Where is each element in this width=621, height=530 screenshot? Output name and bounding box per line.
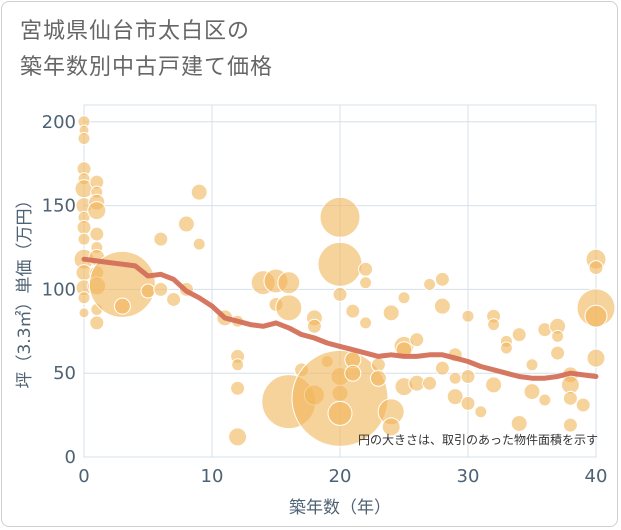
bubble-point: [77, 132, 91, 146]
bubble-point: [397, 291, 411, 305]
bubble-series: [73, 115, 616, 447]
bubble-point: [192, 237, 206, 251]
bubble-point: [228, 427, 248, 447]
bubble-point: [345, 303, 361, 319]
x-axis-label: 築年数（年）: [289, 498, 391, 518]
bubble-point: [422, 375, 438, 391]
bubble-point: [87, 201, 107, 221]
axis-ticks: 0 10 20 30 40 0 50 100 150 200: [42, 112, 608, 487]
bubble-point: [538, 393, 552, 407]
bubble-point: [369, 369, 387, 387]
trend-line-group: [81, 256, 599, 381]
bubble-point: [306, 318, 322, 334]
bubble-point: [76, 219, 92, 235]
bubble-point: [409, 332, 425, 348]
bubble-point: [332, 286, 348, 302]
bubble-point: [433, 297, 451, 315]
bubble-point: [551, 329, 565, 343]
bubble-point: [448, 371, 462, 385]
bubble-point: [190, 183, 208, 201]
average-trend-line: [81, 256, 599, 381]
x-tick-label: 0: [78, 466, 89, 487]
bubble-point: [511, 327, 527, 343]
bubble-point: [89, 226, 105, 242]
chart-title-line-1: 宮城県仙台市太白区の: [20, 19, 251, 44]
bubble-point: [359, 276, 373, 290]
bubble-point: [319, 196, 361, 238]
bubble-point: [370, 357, 386, 373]
bubble-point: [434, 271, 450, 287]
bubble-point: [575, 397, 591, 413]
bubble-point: [423, 277, 437, 291]
bubble-point: [584, 304, 608, 328]
bubble-point: [381, 417, 401, 437]
bubble-point: [277, 271, 301, 295]
bubble-point: [78, 307, 90, 319]
bubble-point: [487, 318, 501, 332]
bubble-point: [525, 358, 539, 372]
x-tick-label: 40: [585, 466, 608, 487]
x-tick-label: 30: [457, 466, 480, 487]
y-tick-label: 0: [65, 447, 76, 468]
chart-title: 宮城県仙台市太白区の 築年数別中古戸建て価格: [20, 14, 273, 86]
bubble-point: [140, 283, 156, 299]
bubble-point: [510, 414, 528, 432]
bubble-point: [382, 304, 400, 322]
x-tick-label: 10: [201, 466, 224, 487]
y-tick-label: 200: [42, 112, 76, 133]
bubble-point: [562, 417, 578, 433]
bubble-point: [327, 400, 353, 426]
bubble-point: [460, 369, 476, 385]
bubble-point: [434, 360, 450, 376]
bubble-point: [344, 364, 362, 382]
bubble-point: [485, 376, 503, 394]
size-annotation: 円の大きさは、取引のあった物件面積を示す: [358, 432, 598, 447]
x-tick-label: 20: [329, 466, 352, 487]
y-tick-label: 50: [53, 363, 76, 384]
y-tick-label: 150: [42, 196, 76, 217]
bubble-point: [461, 309, 475, 323]
bubble-point: [77, 291, 91, 305]
bubble-point: [231, 358, 245, 372]
bubble-point: [562, 390, 578, 406]
bubble-point: [275, 294, 303, 322]
bubble-point: [113, 297, 131, 315]
bubble-point: [89, 315, 105, 331]
bubble-point: [586, 348, 606, 368]
bubble-point: [291, 349, 389, 447]
y-axis-label: 坪（3.3㎡）単価（万円）: [15, 191, 35, 388]
bubble-point: [588, 260, 604, 276]
bubble-point: [177, 215, 195, 233]
bubble-point: [77, 232, 91, 246]
bubble-point: [317, 241, 363, 287]
bubble-point: [446, 388, 464, 406]
bubble-point: [550, 345, 566, 361]
bubble-point: [153, 281, 169, 297]
bubble-point: [359, 316, 373, 330]
bubble-point: [474, 405, 488, 419]
bubble-point: [358, 261, 374, 277]
bubble-point: [166, 291, 182, 307]
bubble-point: [230, 380, 246, 396]
bubble-point: [460, 395, 476, 411]
bubble-point: [153, 231, 169, 247]
y-tick-label: 100: [42, 279, 76, 300]
chart-title-line-2: 築年数別中古戸建て価格: [20, 55, 274, 80]
bubble-point: [499, 341, 513, 355]
bubble-point: [523, 383, 541, 401]
